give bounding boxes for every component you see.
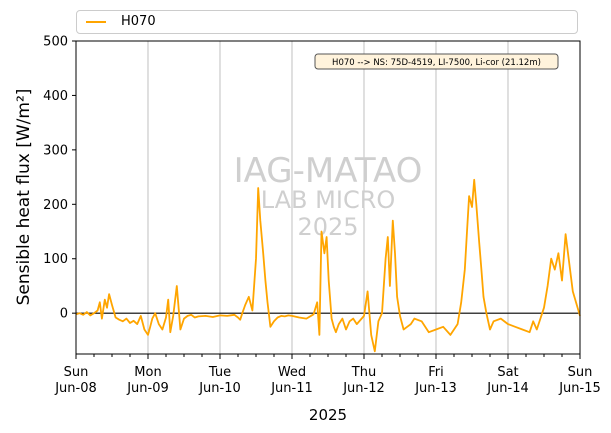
y-tick-label: 300 [43, 143, 68, 158]
x-tick-label-day: Fri [428, 365, 444, 380]
y-tick-label: 0 [60, 307, 68, 322]
y-axis: 0 100 200 300 400 500 [43, 35, 76, 322]
x-tick-label-day: Wed [278, 365, 306, 380]
x-tick-label-day: Sun [568, 365, 593, 380]
y-axis-label: Sensible heat flux [W/m²] [14, 89, 34, 306]
x-tick-label-day: Mon [134, 365, 161, 380]
plot-area [76, 41, 580, 354]
x-axis-label: 2025 [309, 406, 347, 424]
x-tick-label-day: Sat [497, 365, 518, 380]
grid [147, 41, 509, 354]
x-tick-label-day: Tue [208, 365, 231, 380]
x-tick-label-date: Jun-10 [198, 381, 241, 396]
x-tick-label-day: Sun [64, 365, 89, 380]
x-tick-label-date: Jun-09 [126, 381, 169, 396]
y-tick-label: 100 [43, 252, 68, 267]
legend-line-h070 [86, 21, 106, 23]
x-tick-label-date: Jun-12 [342, 381, 385, 396]
watermark-text: 2025 [297, 213, 358, 241]
annotation-text: H070 --> NS: 75D-4519, LI-7500, Li-cor (… [332, 58, 541, 68]
legend: H070 [76, 10, 578, 34]
y-tick-label: 500 [43, 35, 68, 50]
x-tick-label-date: Jun-11 [270, 381, 313, 396]
y-tick-label: 200 [43, 198, 68, 213]
legend-label-h070: H070 [121, 14, 156, 29]
x-tick-label-date: Jun-13 [414, 381, 457, 396]
x-axis: SunJun-08MonJun-09TueJun-10WedJun-11ThuJ… [54, 354, 601, 396]
x-tick-label-date: Jun-14 [486, 381, 529, 396]
watermark-text: IAG-MATAO [234, 151, 423, 191]
y-tick-label: 400 [43, 89, 68, 104]
x-tick-label-day: Thu [351, 365, 376, 380]
x-tick-label-date: Jun-08 [54, 381, 97, 396]
watermark-text: LAB MICRO [261, 186, 396, 214]
series-line-h070 [75, 178, 581, 353]
annotation-box: H070 --> NS: 75D-4519, LI-7500, Li-cor (… [314, 53, 559, 70]
x-tick-label-date: Jun-15 [558, 381, 601, 396]
